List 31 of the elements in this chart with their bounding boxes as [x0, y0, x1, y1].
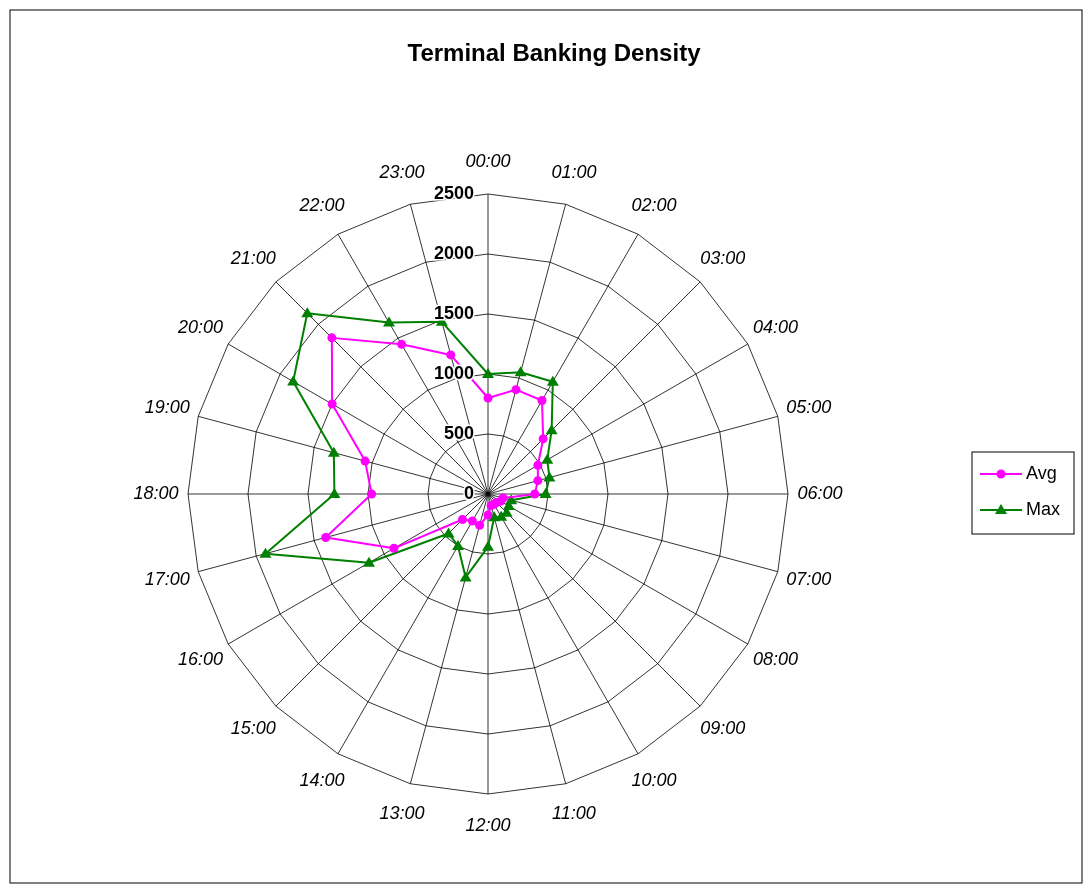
- spoke-label: 17:00: [144, 568, 190, 589]
- chart-title: Terminal Banking Density: [407, 39, 702, 67]
- spoke-label: 21:00: [229, 247, 276, 268]
- spoke-label: 00:00: [465, 150, 511, 171]
- spoke-label: 12:00: [465, 814, 511, 835]
- spoke-label: 08:00: [753, 648, 799, 669]
- y-tick-label: 2500: [433, 182, 474, 203]
- y-tick-label: 2000: [433, 242, 474, 263]
- spoke-label: 04:00: [753, 316, 799, 337]
- spoke-label: 16:00: [177, 648, 223, 669]
- spoke-label: 09:00: [700, 717, 746, 738]
- spoke-label: 18:00: [133, 482, 179, 503]
- spoke-label: 06:00: [797, 482, 843, 503]
- spoke-label: 05:00: [786, 396, 832, 417]
- spoke-label: 02:00: [631, 195, 677, 216]
- spoke-label: 19:00: [144, 396, 190, 417]
- spoke-label: 11:00: [552, 803, 596, 824]
- legend-label: Max: [1026, 498, 1061, 519]
- spoke-label: 14:00: [299, 770, 345, 791]
- spoke-label: 23:00: [378, 162, 425, 183]
- spoke-label: 20:00: [176, 316, 223, 337]
- spoke-label: 03:00: [700, 247, 746, 268]
- spoke-label: 01:00: [551, 162, 597, 183]
- spoke-label: 13:00: [379, 803, 425, 824]
- spoke-label: 15:00: [230, 717, 276, 738]
- spoke-label: 10:00: [631, 770, 677, 791]
- spoke-label: 07:00: [786, 568, 832, 589]
- legend-label: Avg: [1026, 462, 1057, 483]
- spoke-label: 22:00: [298, 195, 345, 216]
- y-tick-label: 0: [463, 482, 474, 503]
- y-tick-label: 1500: [433, 302, 474, 323]
